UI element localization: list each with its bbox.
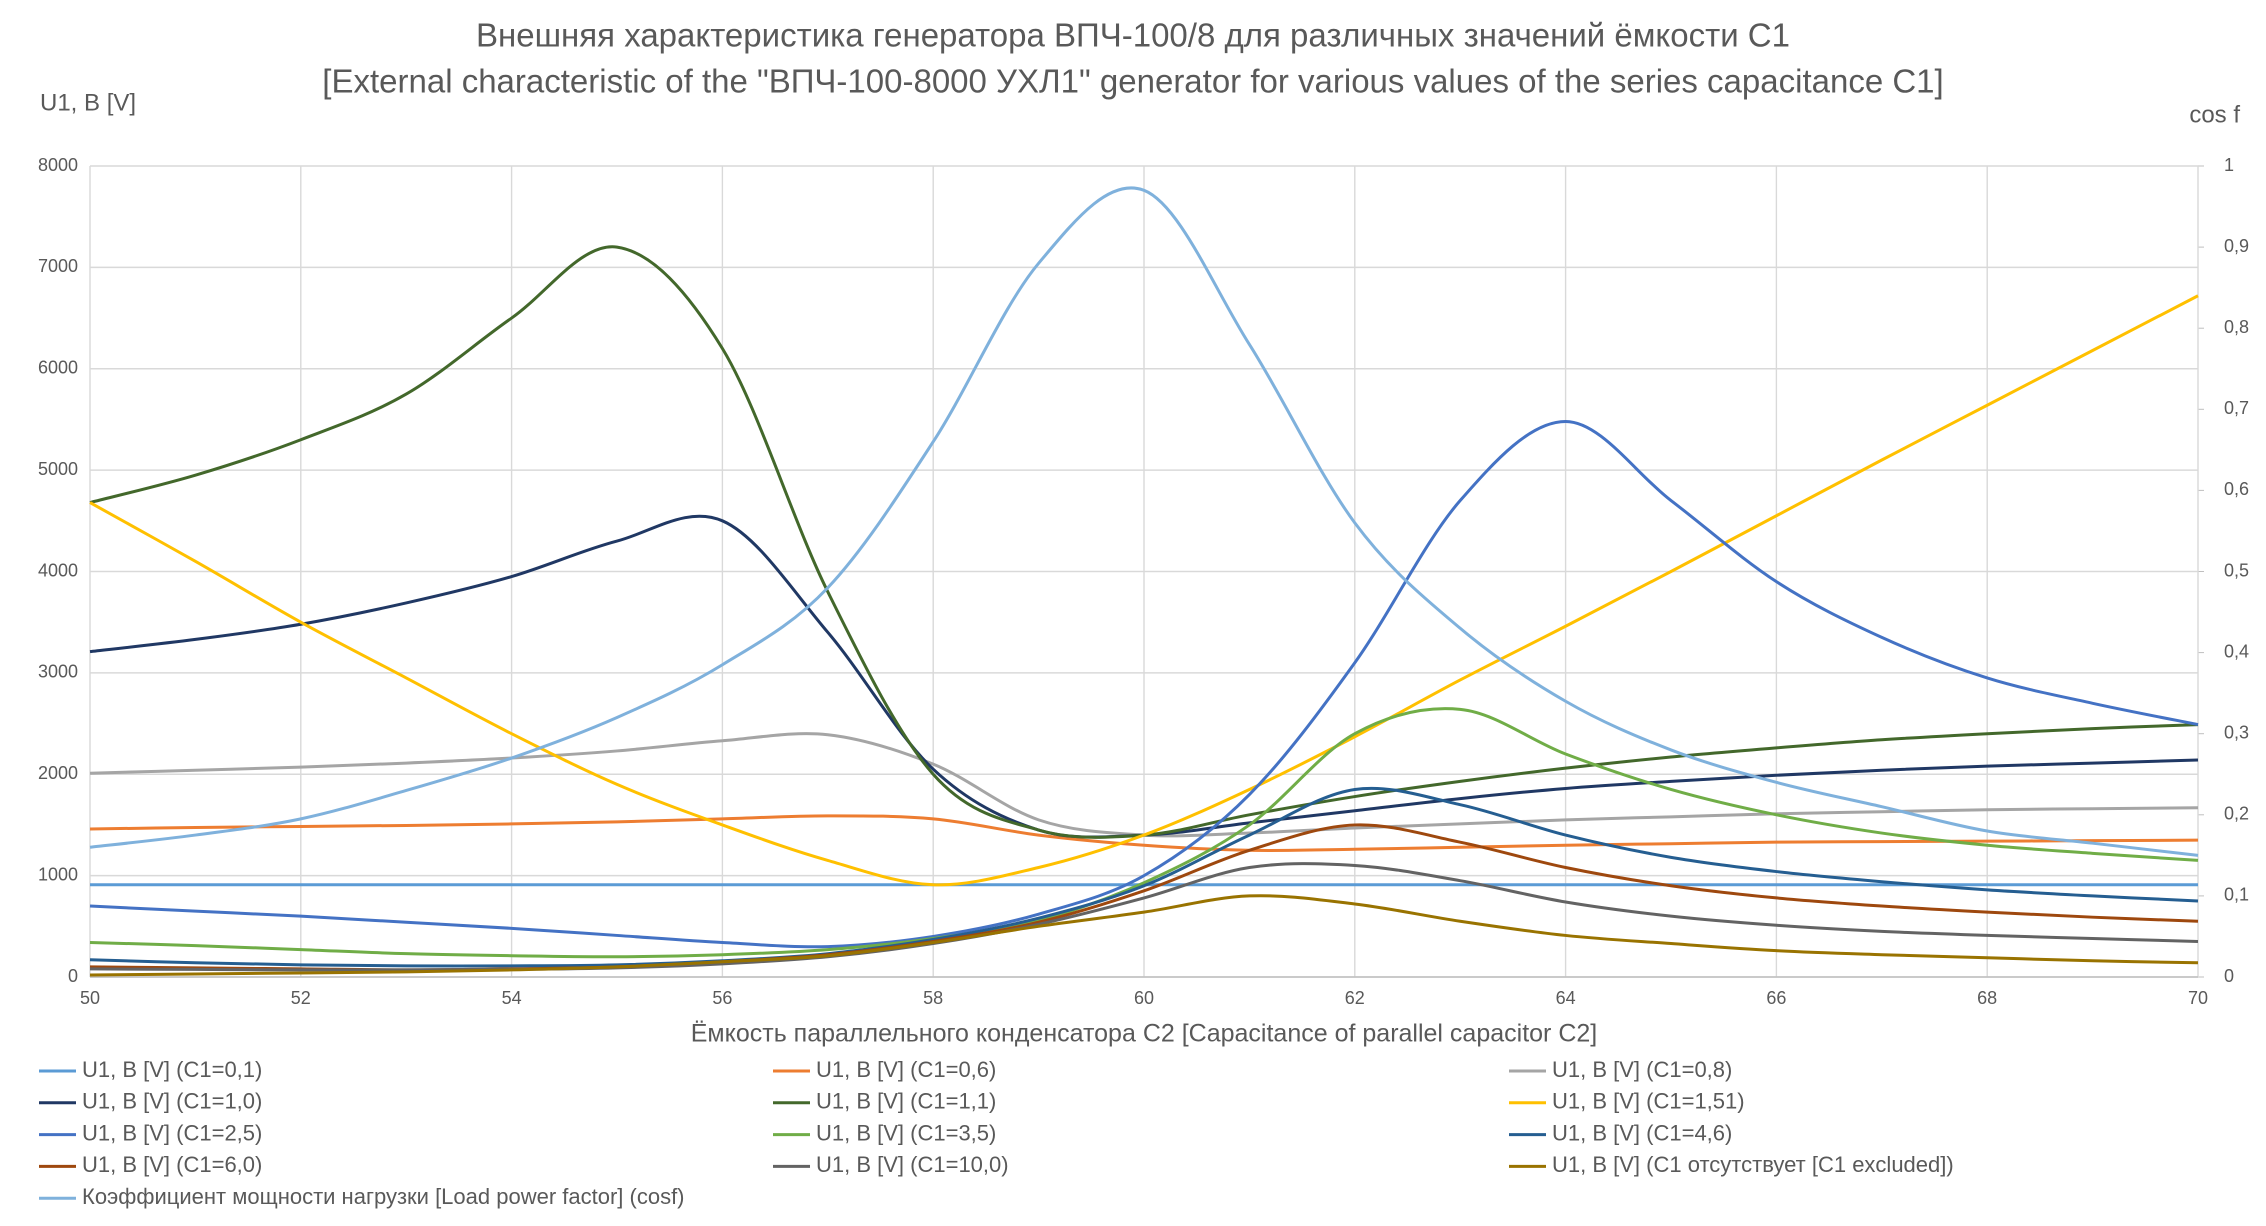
y-tick-label: 6000 bbox=[38, 358, 78, 378]
x-tick-label: 68 bbox=[1977, 988, 1997, 1008]
y2-tick-label: 0,7 bbox=[2224, 398, 2249, 418]
series-line bbox=[89, 894, 2199, 977]
x-tick-label: 54 bbox=[502, 988, 522, 1008]
x-tick-label: 62 bbox=[1345, 988, 1365, 1008]
y2-tick-label: 0,9 bbox=[2224, 236, 2249, 256]
y-tick-label: 3000 bbox=[38, 662, 78, 682]
y2-axis-title: cos f bbox=[2189, 101, 2240, 128]
legend-label: U1, В [V] (C1=1,51) bbox=[1552, 1089, 1745, 1114]
legend-label: U1, В [V] (C1=3,5) bbox=[816, 1120, 996, 1145]
legend-label: U1, В [V] (C1=2,5) bbox=[82, 1120, 262, 1145]
y-axis-title: U1, В [V] bbox=[40, 89, 136, 116]
y-tick-label: 2000 bbox=[38, 763, 78, 783]
legend-label: U1, В [V] (C1=4,6) bbox=[1552, 1120, 1732, 1145]
legend-label: U1, В [V] (C1=1,0) bbox=[82, 1089, 262, 1114]
x-tick-label: 64 bbox=[1556, 988, 1576, 1008]
x-axis-title: Ёмкость параллельного конденсатора С2 [C… bbox=[691, 1020, 1597, 1048]
x-tick-label: 56 bbox=[712, 988, 732, 1008]
y2-tick-label: 0,4 bbox=[2224, 641, 2249, 661]
y-tick-label: 1000 bbox=[38, 864, 78, 884]
series-line bbox=[89, 419, 2199, 949]
y2-tick-label: 0,3 bbox=[2224, 722, 2249, 742]
legend-label: U1, В [V] (C1=1,1) bbox=[816, 1089, 996, 1114]
series-line bbox=[89, 814, 2199, 852]
y2-tick-label: 1 bbox=[2224, 155, 2234, 175]
legend-label: U1, В [V] (C1=6,0) bbox=[82, 1152, 262, 1177]
x-tick-label: 60 bbox=[1134, 988, 1154, 1008]
series-line bbox=[89, 245, 2199, 839]
series-line bbox=[89, 786, 2199, 968]
chart-subtitle: [External characteristic of the "ВПЧ-100… bbox=[322, 63, 1943, 100]
y2-tick-label: 0,6 bbox=[2224, 479, 2249, 499]
x-tick-label: 52 bbox=[291, 988, 311, 1008]
y-tick-label: 5000 bbox=[38, 459, 78, 479]
legend-label: U1, В [V] (C1=10,0) bbox=[816, 1152, 1009, 1177]
legend-label: U1, В [V] (C1=0,1) bbox=[82, 1057, 262, 1082]
y2-tick-label: 0,5 bbox=[2224, 560, 2249, 580]
y-tick-label: 0 bbox=[68, 966, 78, 986]
y2-tick-label: 0,2 bbox=[2224, 804, 2249, 824]
legend-label: U1, В [V] (C1=0,6) bbox=[816, 1057, 996, 1082]
x-tick-label: 50 bbox=[80, 988, 100, 1008]
y2-tick-label: 0,8 bbox=[2224, 317, 2249, 337]
x-tick-label: 70 bbox=[2188, 988, 2208, 1008]
legend-label: U1, В [V] (C1 отсутствует [C1 excluded]) bbox=[1552, 1152, 1954, 1177]
series-line bbox=[89, 186, 2199, 857]
series-line bbox=[89, 707, 2199, 959]
chart-title: Внешняя характеристика генератора ВПЧ-10… bbox=[476, 17, 1790, 54]
y-tick-label: 8000 bbox=[38, 155, 78, 175]
series-line bbox=[89, 294, 2199, 887]
y2-tick-label: 0 bbox=[2224, 966, 2234, 986]
x-tick-label: 66 bbox=[1766, 988, 1786, 1008]
x-tick-label: 58 bbox=[923, 988, 943, 1008]
y2-tick-label: 0,1 bbox=[2224, 885, 2249, 905]
legend-label: U1, В [V] (C1=0,8) bbox=[1552, 1057, 1732, 1082]
y-tick-label: 4000 bbox=[38, 560, 78, 580]
y-tick-label: 7000 bbox=[38, 256, 78, 276]
legend-label: Коэффициент мощности нагрузки [Load powe… bbox=[82, 1184, 685, 1209]
